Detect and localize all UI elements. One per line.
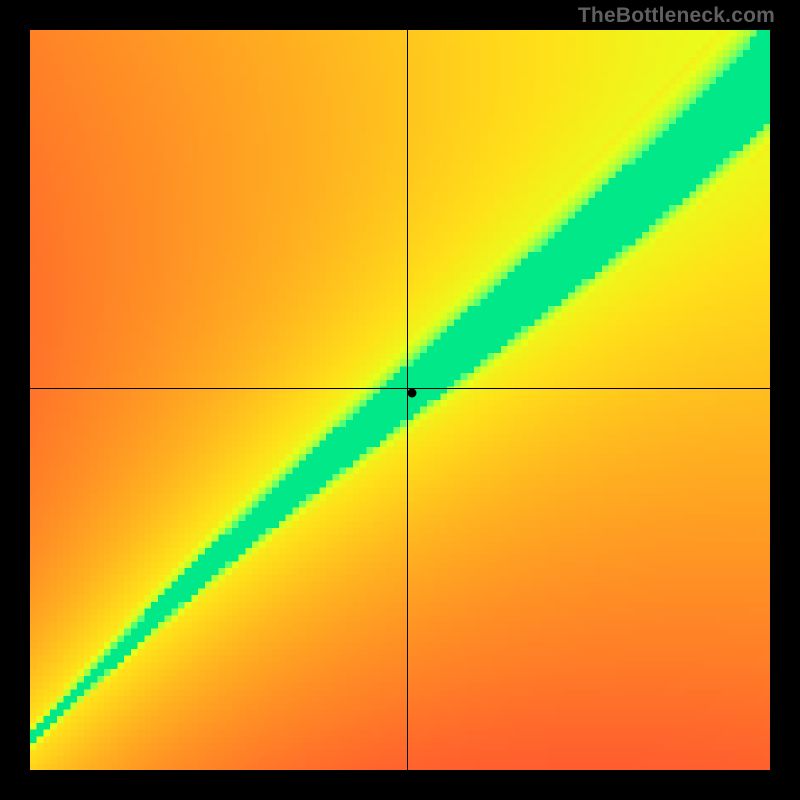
heatmap-canvas	[30, 30, 770, 770]
crosshair-vertical	[407, 30, 408, 770]
crosshair-horizontal	[30, 388, 770, 389]
watermark-text: TheBottleneck.com	[578, 4, 775, 28]
heatmap-plot	[30, 30, 770, 770]
system-marker-dot	[407, 388, 416, 397]
